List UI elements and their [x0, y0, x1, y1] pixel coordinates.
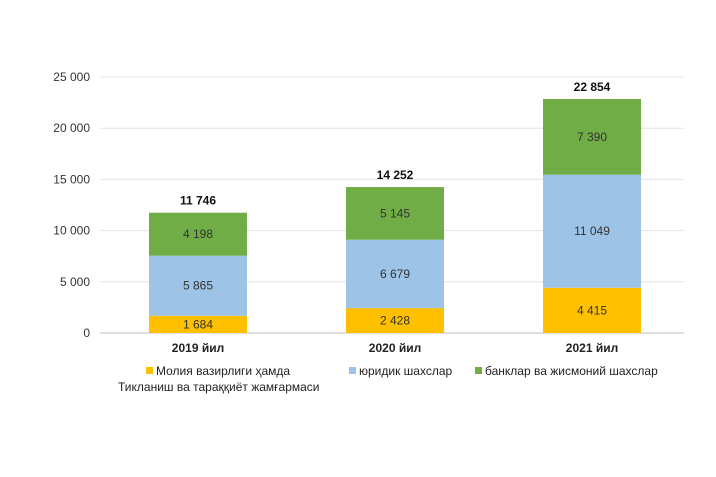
data-label-2-2: 7 390: [577, 130, 607, 144]
y-tick-label-5: 25 000: [53, 70, 90, 84]
bar-segment-1-2: [543, 174, 641, 288]
legend-swatch-banks-individuals: [475, 367, 482, 375]
legend-item-legal-entities: юридик шахслар: [349, 363, 452, 379]
category-label-2: 2021 йил: [566, 341, 618, 355]
y-tick-label-4: 20 000: [53, 121, 90, 135]
category-label-1: 2020 йил: [369, 341, 421, 355]
category-label-0: 2019 йил: [172, 341, 224, 355]
data-label-2-1: 5 145: [380, 206, 410, 220]
bar-segment-2-0: [149, 212, 247, 256]
y-tick-label-0: 0: [83, 326, 90, 340]
data-label-1-1: 6 679: [380, 267, 410, 281]
legend-item-banks-individuals: банклар ва жисмоний шахслар: [475, 363, 658, 379]
legend-label-ministry-fund-line2: Тикланиш ва тараққиёт жамғармаси: [118, 380, 320, 394]
y-tick-label-2: 10 000: [53, 224, 90, 238]
data-label-0-2: 4 415: [577, 303, 607, 317]
bar-segment-2-2: [543, 98, 641, 175]
bar-segment-0-0: [149, 315, 247, 333]
y-tick-label-1: 5 000: [60, 275, 90, 289]
data-label-0-1: 2 428: [380, 314, 410, 328]
legend-swatch-legal-entities: [349, 367, 356, 375]
total-label-0: 11 746: [180, 194, 216, 208]
data-label-2-0: 4 198: [183, 227, 213, 241]
bar-segment-1-1: [346, 239, 444, 309]
data-label-1-0: 5 865: [183, 279, 213, 293]
data-label-1-2: 11 049: [574, 224, 610, 238]
y-tick-label-3: 15 000: [53, 172, 90, 186]
bar-segment-2-1: [346, 187, 444, 240]
legend-item-ministry-fund: Молия вазирлиги ҳамда Тикланиш ва тараққ…: [110, 363, 320, 395]
data-label-0-0: 1 684: [183, 317, 213, 331]
legend-label-banks-individuals: банклар ва жисмоний шахслар: [485, 364, 658, 378]
bar-segment-1-0: [149, 255, 247, 316]
bar-segment-0-1: [346, 308, 444, 333]
legend-swatch-ministry-fund: [146, 367, 153, 375]
legend-label-ministry-fund-line1: Молия вазирлиги ҳамда: [156, 364, 291, 378]
total-label-2: 22 854: [574, 80, 611, 94]
legend-label-legal-entities: юридик шахслар: [359, 364, 453, 378]
total-label-1: 14 252: [377, 168, 414, 182]
bar-segment-0-2: [543, 287, 641, 333]
